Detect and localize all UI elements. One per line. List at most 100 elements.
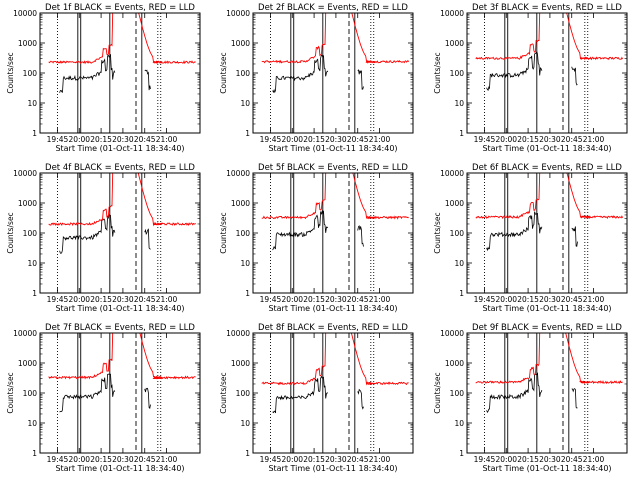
y-tick-label: 1000 [231,359,250,368]
y-axis-label: Counts/sec [219,212,228,253]
y-tick-label: 10000 [440,169,464,178]
events-series-tail [357,388,364,410]
x-tick-label: 20:45 [347,135,369,144]
y-axis-label: Counts/sec [433,212,442,253]
x-axis-label: Start Time (01-Oct-11 18:34:40) [268,304,397,313]
panel-title: Det 9f BLACK = Events, RED = LLD [472,323,622,333]
x-tick-label: 19:45 [474,295,496,304]
plot-frame [252,12,414,134]
y-tick-label: 1000 [445,199,464,208]
y-tick-label: 100 [23,69,38,78]
panel-det-7: Det 7f BLACK = Events, RED = LLD 1 10 100 10… [6,323,201,473]
y-tick-label: 100 [236,389,251,398]
panel-det-3: Det 3f BLACK = Events, RED = LLD 1 10 100 10… [433,3,628,153]
panel-det-2: Det 2f BLACK = Events, RED = LLD 1 10 100 10… [219,3,414,153]
y-tick-label: 10 [27,99,37,108]
events-series [486,50,543,91]
panel-title: Det 1f BLACK = Events, RED = LLD [45,3,195,13]
events-series-tail [571,66,578,86]
y-tick-label: 100 [450,389,465,398]
events-series [59,214,116,254]
x-tick-label: 20:15 [303,455,325,464]
events-series-tail [571,226,578,247]
y-axis-label: Counts/sec [219,52,228,93]
y-tick-label: 1 [459,449,464,458]
x-tick-label: 19:45 [474,135,496,144]
x-tick-label: 19:45 [47,455,69,464]
x-axis-label: Start Time (01-Oct-11 18:34:40) [55,304,184,313]
x-axis-label: Start Time (01-Oct-11 18:34:40) [268,144,397,153]
x-tick-label: 20:00 [281,295,303,304]
panel-title: Det 8f BLACK = Events, RED = LLD [258,323,408,333]
x-tick-label: 20:30 [539,295,561,304]
y-tick-label: 10 [454,259,464,268]
events-series [486,211,543,252]
events-series-tail [571,388,578,409]
y-axis-label: Counts/sec [433,372,442,413]
events-series [486,372,543,414]
y-tick-label: 1000 [445,39,464,48]
x-tick-label: 20:45 [134,455,156,464]
y-tick-label: 10000 [226,169,250,178]
y-axis-label: Counts/sec [219,372,228,413]
y-tick-label: 100 [450,229,465,238]
x-tick-label: 19:45 [260,135,282,144]
panel-det-9: Det 9f BLACK = Events, RED = LLD 1 10 100 10… [433,323,628,473]
lld-series [261,333,409,386]
x-tick-label: 20:45 [561,135,583,144]
x-tick-label: 20:15 [90,135,112,144]
x-axis-label: Start Time (01-Oct-11 18:34:40) [482,144,611,153]
y-tick-label: 1 [32,129,37,138]
x-tick-label: 20:45 [134,135,156,144]
x-tick-label: 20:00 [68,295,90,304]
panel-det-8: Det 8f BLACK = Events, RED = LLD 1 10 100 10… [219,323,414,473]
y-tick-label: 10 [240,419,250,428]
x-tick-label: 19:45 [260,455,282,464]
y-tick-label: 1000 [231,199,250,208]
y-tick-label: 10 [454,419,464,428]
x-tick-label: 20:30 [112,135,134,144]
plot-frame [466,332,628,454]
y-tick-label: 10 [454,99,464,108]
y-tick-label: 10 [27,419,37,428]
y-axis-label: Counts/sec [6,372,15,413]
x-tick-label: 21:00 [369,135,391,144]
y-tick-label: 10 [240,99,250,108]
y-tick-label: 1 [245,129,250,138]
x-tick-label: 20:30 [325,295,347,304]
x-tick-label: 20:45 [561,295,583,304]
lld-series [48,173,196,227]
x-tick-label: 20:00 [281,455,303,464]
events-series [272,375,329,414]
x-tick-label: 21:00 [583,295,605,304]
y-tick-label: 1000 [445,359,464,368]
events-series [272,209,329,251]
y-tick-label: 10000 [13,169,37,178]
x-tick-label: 19:45 [260,295,282,304]
y-tick-label: 1000 [18,199,37,208]
y-tick-label: 10 [27,259,37,268]
events-series-tail [357,69,364,90]
y-tick-label: 10000 [13,329,37,338]
x-tick-label: 20:15 [517,135,539,144]
x-tick-label: 20:00 [495,135,517,144]
x-tick-label: 20:00 [281,135,303,144]
x-tick-label: 21:00 [583,135,605,144]
x-tick-label: 21:00 [156,135,178,144]
x-axis-label: Start Time (01-Oct-11 18:34:40) [55,464,184,473]
x-axis-label: Start Time (01-Oct-11 18:34:40) [482,464,611,473]
plot-frame [39,172,201,294]
y-tick-label: 10000 [440,329,464,338]
y-tick-label: 100 [23,229,38,238]
x-tick-label: 20:15 [517,455,539,464]
y-tick-label: 1 [32,449,37,458]
panel-det-6: Det 6f BLACK = Events, RED = LLD 1 10 100 10… [433,163,628,313]
x-tick-label: 21:00 [369,295,391,304]
x-tick-label: 20:30 [112,455,134,464]
panel-title: Det 2f BLACK = Events, RED = LLD [258,3,408,13]
x-tick-label: 20:30 [112,295,134,304]
y-tick-label: 10000 [440,9,464,18]
y-tick-label: 1 [459,289,464,298]
x-tick-label: 20:45 [561,455,583,464]
